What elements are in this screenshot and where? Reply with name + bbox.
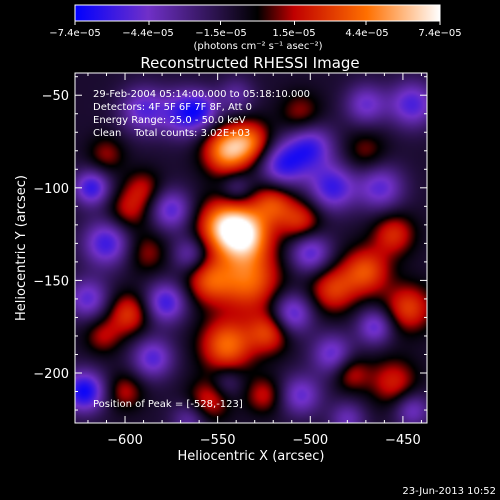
x-tick-label: −450 xyxy=(385,433,421,448)
y-axis-label: Heliocentric Y (arcsec) xyxy=(14,175,29,321)
info-detectors: Detectors: 4F 5F 6F 7F 8F, Att 0 xyxy=(93,102,252,113)
colorbar-tick-label: −4.4e−05 xyxy=(122,28,174,39)
x-tick-label: −600 xyxy=(107,433,143,448)
plot-frame xyxy=(74,72,428,424)
x-tick-labels: −600 −550 −500 −450 xyxy=(107,433,421,448)
info-time-range: 29-Feb-2004 05:14:00.000 to 05:18:10.000 xyxy=(93,89,310,100)
colorbar-tick-label: 7.4e−05 xyxy=(418,28,461,39)
y-tick-label: −50 xyxy=(42,89,69,104)
y-tick-label: −100 xyxy=(33,182,69,197)
colorbar-ticks xyxy=(74,21,441,25)
colorbar-tick-label: 1.5e−05 xyxy=(272,28,315,39)
colorbar-tick-label: 4.4e−05 xyxy=(345,28,388,39)
observation-info: 29-Feb-2004 05:14:00.000 to 05:18:10.000… xyxy=(93,89,310,139)
info-algorithm-counts: Clean Total counts: 3.02E+03 xyxy=(93,128,250,139)
colorbar-gradient xyxy=(74,4,441,22)
colorbar-units-label: (photons cm⁻² s⁻¹ asec⁻²) xyxy=(193,41,322,52)
footer-date: 23-Jun-2013 10:52 xyxy=(402,486,496,497)
peak-position-label: Position of Peak = [-528,-123] xyxy=(93,399,243,410)
y-tick-labels: −50 −100 −150 −200 xyxy=(33,89,69,382)
colorbar-tick-label: −1.5e−05 xyxy=(195,28,247,39)
colorbar-tick-label: −7.4e−05 xyxy=(49,28,101,39)
x-axis-label: Heliocentric X (arcsec) xyxy=(178,449,325,464)
y-tick-label: −150 xyxy=(33,274,69,289)
x-tick-label: −550 xyxy=(200,433,236,448)
chart-title: Reconstructed RHESSI Image xyxy=(140,54,359,72)
heatmap-image-container xyxy=(75,73,427,423)
x-tick-label: −500 xyxy=(292,433,328,448)
colorbar: −7.4e−05 −4.4e−05 −1.5e−05 1.5e−05 4.4e−… xyxy=(49,4,462,52)
axis-ticks xyxy=(75,73,427,423)
heatmap-image xyxy=(75,73,427,423)
info-energy-range: Energy Range: 25.0 - 50.0 keV xyxy=(93,115,246,126)
y-tick-label: −200 xyxy=(33,367,69,382)
